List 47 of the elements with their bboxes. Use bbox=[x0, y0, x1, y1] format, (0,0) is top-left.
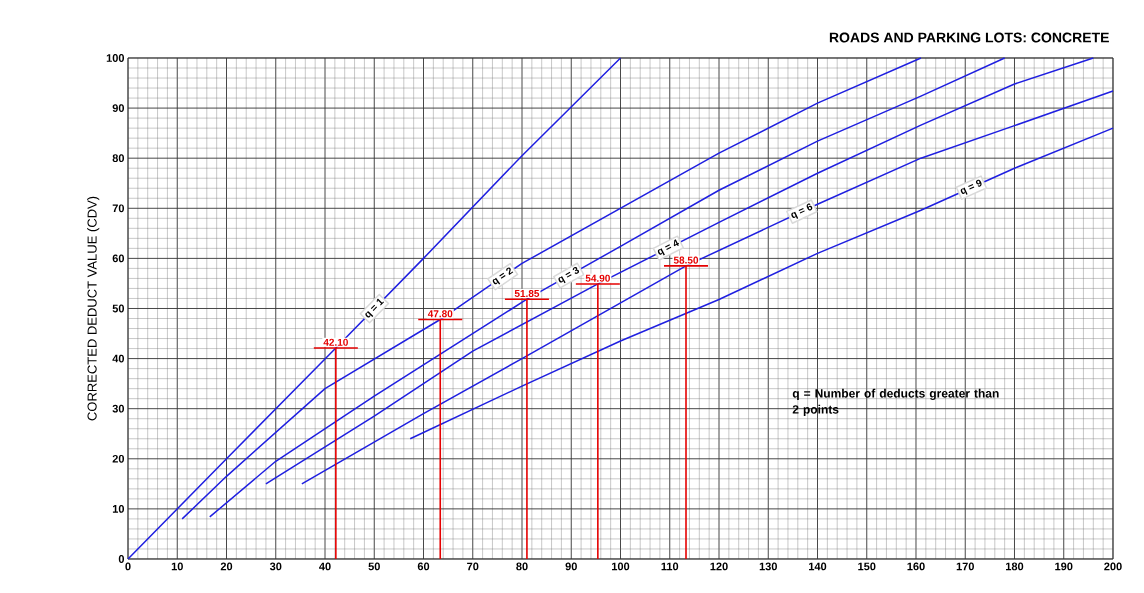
x-tick-label: 70 bbox=[467, 562, 479, 571]
line-series bbox=[409, 127, 1114, 440]
x-tick-label: 140 bbox=[809, 562, 827, 571]
x-tick-label: 90 bbox=[565, 562, 577, 571]
x-tick-label: 0 bbox=[125, 562, 131, 571]
text: q = 4 bbox=[657, 239, 680, 256]
text: q = 9 bbox=[960, 179, 982, 195]
x-tick-label: 120 bbox=[710, 562, 728, 571]
chart-title: ROADS AND PARKING LOTS: CONCRETE bbox=[829, 32, 1109, 43]
annotation: 58.50 bbox=[673, 256, 699, 264]
x-tick-label: 200 bbox=[1104, 562, 1122, 571]
text: q = 1 bbox=[365, 298, 384, 318]
x-tick-label: 180 bbox=[1006, 562, 1024, 571]
y-tick-label: 40 bbox=[112, 354, 125, 363]
y-tick-label: 0 bbox=[118, 555, 125, 563]
x-tick-label: 110 bbox=[661, 562, 679, 571]
y-tick-label: 100 bbox=[106, 54, 125, 62]
x-tick-label: 100 bbox=[612, 562, 630, 571]
y-tick-label: 50 bbox=[112, 304, 125, 313]
y-tick-label: 60 bbox=[112, 254, 125, 263]
y-tick-label: 70 bbox=[112, 204, 125, 213]
x-tick-label: 80 bbox=[516, 562, 528, 571]
y-tick-label: 20 bbox=[112, 454, 125, 463]
annotation: 54.90 bbox=[585, 274, 610, 282]
y-tick-label: 80 bbox=[112, 154, 125, 163]
text: q = 3 bbox=[558, 266, 580, 284]
x-tick-label: 30 bbox=[269, 562, 282, 571]
x-tick-label: 20 bbox=[220, 562, 233, 571]
x-tick-label: 130 bbox=[759, 562, 777, 571]
x-tick-label: 10 bbox=[171, 562, 183, 571]
x-tick-label: 40 bbox=[319, 562, 331, 571]
y-axis-title: CORRECTED DEDUCT VALUE (CDV) bbox=[87, 196, 100, 421]
x-tick-label: 50 bbox=[368, 562, 380, 571]
y-tick-label: 10 bbox=[112, 505, 125, 513]
line-series bbox=[127, 57, 622, 560]
annotation: 51.85 bbox=[514, 289, 540, 298]
text: q = 6 bbox=[791, 203, 813, 219]
text: q = 2 bbox=[492, 267, 514, 285]
x-tick-label: 170 bbox=[956, 562, 974, 571]
annotation: 47.80 bbox=[427, 310, 453, 318]
x-tick-label: 160 bbox=[907, 562, 925, 571]
x-tick-label: 60 bbox=[417, 562, 430, 571]
y-tick-label: 90 bbox=[112, 104, 125, 112]
annotation: 42.10 bbox=[323, 338, 348, 346]
x-tick-label: 190 bbox=[1055, 562, 1073, 571]
y-tick-label: 30 bbox=[112, 404, 125, 413]
x-tick-label: 150 bbox=[858, 562, 876, 571]
